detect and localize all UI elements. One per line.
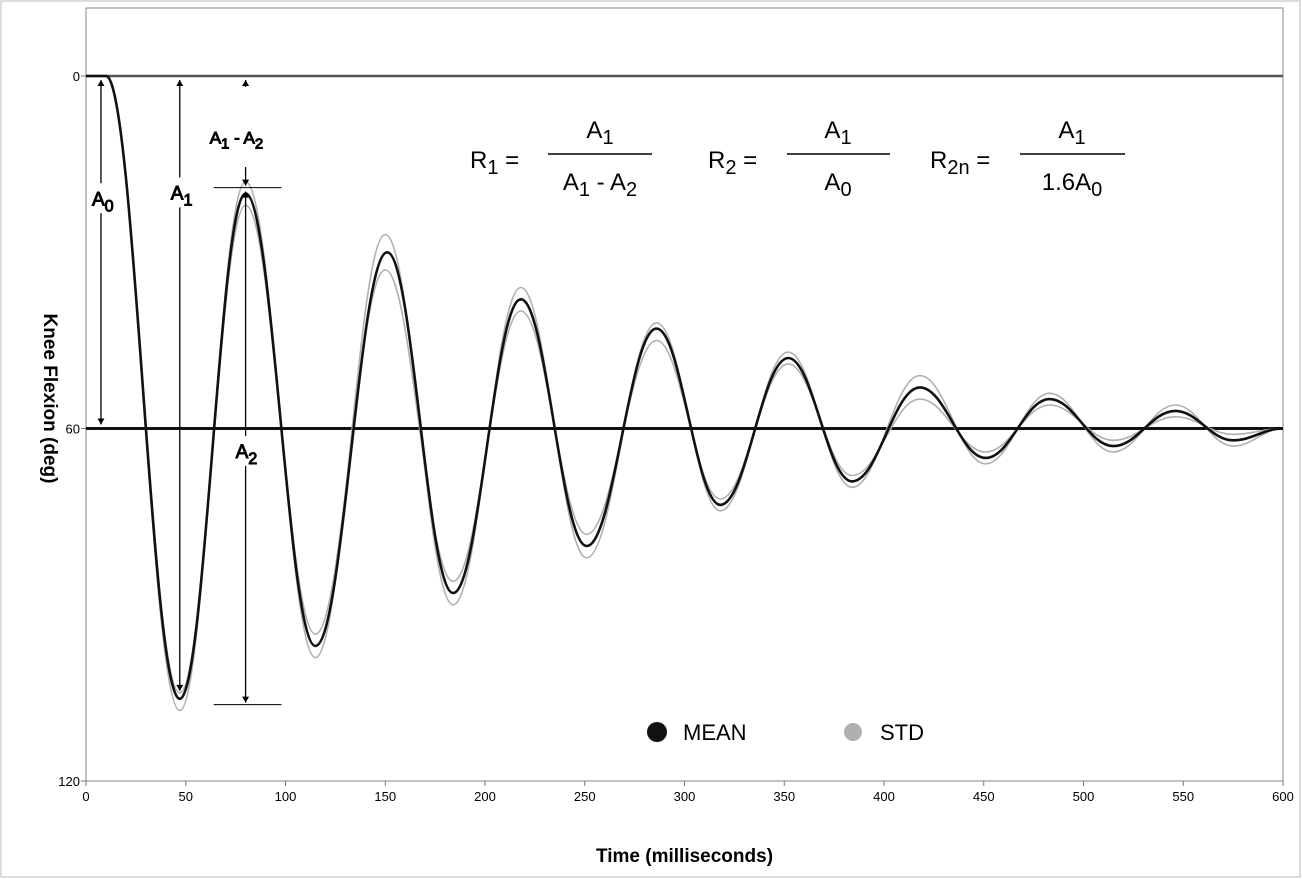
formula-lhs-part: 2 [725, 157, 736, 179]
formula-denominator-part: A [824, 169, 840, 196]
formula-denominator-part: 2 [626, 179, 637, 201]
formula-lhs-part: 2n [947, 157, 969, 179]
formula-denominator-part: 1 [579, 179, 590, 201]
a1-minus-a2-label: A1 - A2 [210, 129, 264, 153]
y-tick-label: 60 [66, 422, 80, 437]
a1-minus-a2-part: A [210, 129, 222, 148]
x-tick-label: 50 [179, 789, 193, 804]
formula-denominator-part: 0 [840, 179, 851, 201]
legend-marker-mean [647, 722, 667, 742]
x-tick-label: 300 [674, 789, 696, 804]
x-tick-label: 600 [1272, 789, 1294, 804]
formula-lhs-part: 1 [487, 157, 498, 179]
formula-lhs-part: R [470, 147, 487, 174]
x-tick-label: 200 [474, 789, 496, 804]
x-tick-label: 150 [374, 789, 396, 804]
x-tick-label: 550 [1172, 789, 1194, 804]
a1-arrow-head-top [176, 80, 184, 86]
a0-arrow-head-bottom [97, 418, 105, 425]
formula-lhs-part: = [970, 147, 991, 174]
a1-minus-a2-part: - A [229, 129, 255, 148]
y-tick-label: 120 [58, 774, 80, 789]
series-layer [85, 74, 1284, 712]
formula-denominator: A0 [824, 169, 851, 201]
x-tick-label: 400 [873, 789, 895, 804]
a1-label-sub: 1 [183, 191, 192, 209]
a2-label: A2 [236, 442, 258, 468]
y-axis-ticks: 0 60 120 [58, 69, 86, 789]
formula-3: R2n = A1 1.6A0 [930, 117, 1125, 201]
x-tick-label: 500 [1073, 789, 1095, 804]
formula-lhs: R1 = [470, 147, 519, 179]
series-line-std [85, 75, 1284, 712]
a1-label-main: A [171, 183, 184, 204]
a0-label-main: A [92, 189, 105, 210]
formula-lhs-part: R [708, 147, 725, 174]
a2-label-sub: 2 [248, 450, 257, 468]
a0-arrow-head-top [97, 80, 105, 86]
formula-denominator-part: 0 [1091, 179, 1102, 201]
x-tick-label: 450 [973, 789, 995, 804]
legend-label-std: STD [880, 720, 924, 745]
formula-lhs: R2 = [708, 147, 757, 179]
a0-label: A0 [92, 189, 114, 215]
formula-numerator: A1 [824, 117, 851, 149]
formula-denominator: 1.6A0 [1042, 169, 1103, 201]
a2-arrow-head-bottom [242, 696, 250, 703]
x-tick-label: 0 [82, 789, 89, 804]
x-tick-label: 250 [574, 789, 596, 804]
legend: MEAN STD [647, 720, 924, 745]
formula-numerator: A1 [586, 117, 613, 149]
series-line-mean [85, 74, 1284, 701]
a1-minus-a2-part: 2 [255, 136, 263, 153]
x-axis-ticks: 0 50 100 150 200 250 300 350 400 450 500 550 600 [82, 781, 1294, 804]
a1-minus-a2-arrow-bottom-head-bottom [242, 179, 250, 186]
a1-minus-a2-part: 1 [221, 136, 229, 153]
formula-denominator-part: 1.6A [1042, 169, 1091, 196]
a1-label: A1 [171, 183, 193, 209]
a1-arrow-head-bottom [176, 684, 184, 691]
formula-denominator: A1 - A2 [563, 169, 637, 201]
formula-numerator-part: A [824, 117, 840, 144]
a2-label-main: A [236, 442, 249, 463]
x-tick-label: 100 [275, 789, 297, 804]
y-axis-title: Knee Flexion (deg) [39, 314, 60, 484]
formula-numerator-part: 1 [840, 127, 851, 149]
a2-label-bg [232, 435, 261, 466]
x-axis-title: Time (milliseconds) [596, 846, 773, 867]
a0-label-bg [88, 183, 115, 214]
formula-lhs: R2n = [930, 147, 990, 179]
legend-marker-std [844, 723, 862, 741]
formula-denominator-part: A [563, 169, 579, 196]
formula-numerator-part: 1 [602, 127, 613, 149]
formula-lhs-part: = [498, 147, 519, 174]
y-tick-label: 0 [73, 69, 80, 84]
legend-label-mean: MEAN [683, 720, 747, 745]
a0-label-sub: 0 [105, 197, 114, 215]
reference-lines [86, 74, 1283, 430]
a1-label-bg [167, 177, 194, 208]
formula-numerator-part: A [1058, 117, 1074, 144]
series-line-std [85, 75, 1284, 694]
formula-denominator-part: - A [590, 169, 626, 196]
x-tick-label: 350 [773, 789, 795, 804]
formula-numerator: A1 [1058, 117, 1085, 149]
formula-numerator-part: A [586, 117, 602, 144]
formula-lhs-part: R [930, 147, 947, 174]
formula-lhs-part: = [736, 147, 757, 174]
formula-numerator-part: 1 [1074, 127, 1085, 149]
a2-arrow-head-top [242, 191, 250, 198]
a1-minus-a2-arrow-top-head-top [242, 80, 250, 86]
